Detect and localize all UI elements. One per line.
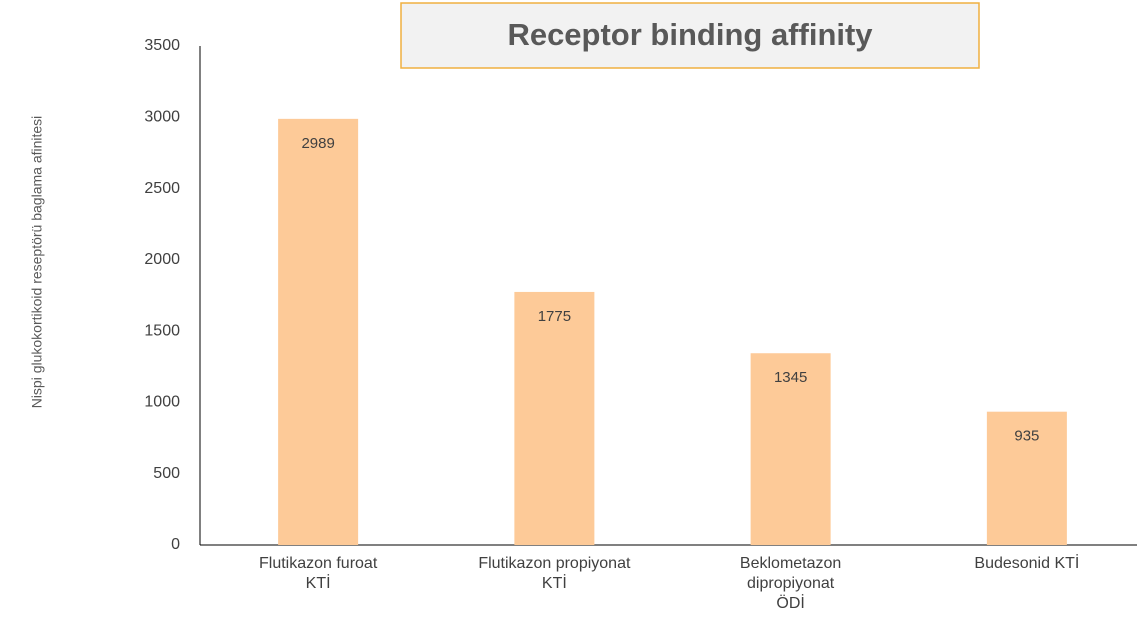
data-label: 2989 (301, 135, 334, 152)
bar (514, 291, 595, 545)
x-tick-label: Flutikazon propiyonat KTİ (478, 555, 631, 592)
y-tick-label: 0 (171, 536, 180, 553)
bar (278, 118, 359, 545)
title-box (400, 2, 980, 69)
y-tick-label: 2000 (144, 251, 180, 268)
y-tick-label: 2500 (144, 180, 180, 197)
y-tick-label: 500 (153, 465, 180, 482)
bar (750, 353, 831, 545)
chart-title: Receptor binding affinity (507, 17, 873, 52)
y-tick-label: 3500 (144, 37, 180, 54)
data-label: 935 (1014, 428, 1039, 445)
x-tick-label: Flutikazon furoat KTİ (258, 555, 378, 592)
data-label: 1775 (538, 308, 571, 325)
data-label: 1345 (774, 369, 807, 386)
y-tick-label: 1000 (144, 394, 180, 411)
x-tick-label: Beklometazon dipropiyonat ÖDİ (739, 555, 842, 612)
y-axis-label: Nispi glukokortikoid reseptörü baglama a… (29, 116, 45, 409)
y-tick-label: 3000 (144, 109, 180, 126)
bar (986, 411, 1067, 545)
x-tick-label: Budesonid KTİ (974, 555, 1080, 572)
y-tick-label: 1500 (144, 322, 180, 339)
